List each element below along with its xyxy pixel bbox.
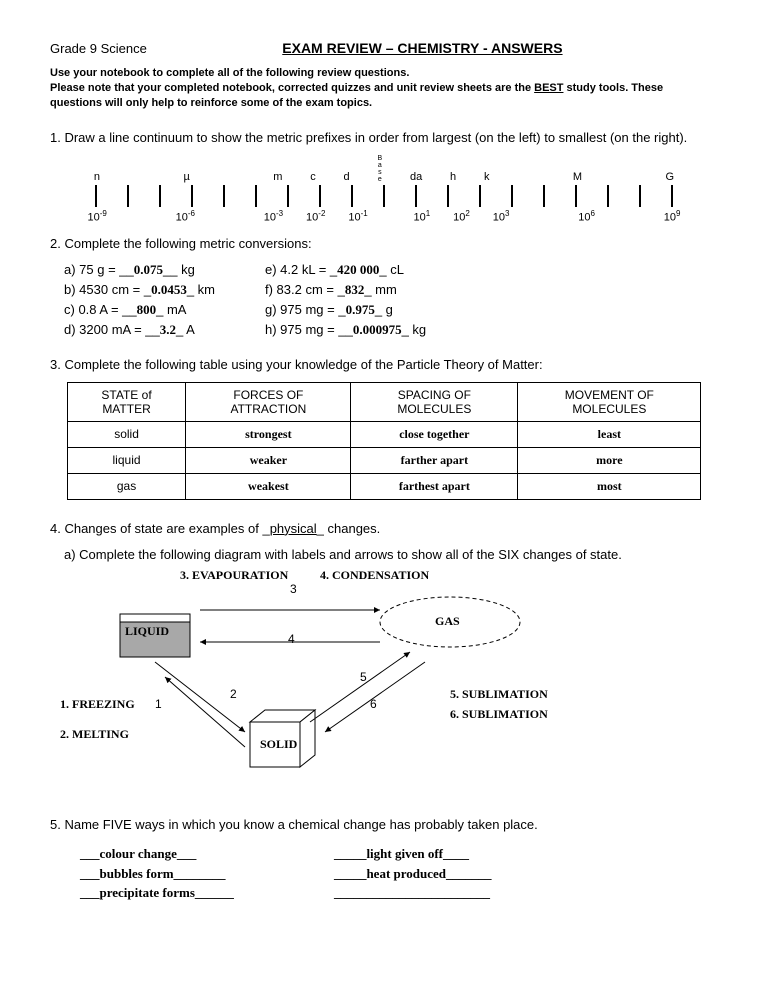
table-header: MOVEMENT OF MOLECULES: [518, 382, 701, 421]
label-solid: SOLID: [260, 737, 297, 752]
conversion-left: a) 75 g = __0.075__ kg b) 4530 cm = _0.0…: [64, 262, 215, 342]
power: 10-1: [348, 209, 367, 224]
conversion-columns: a) 75 g = __0.075__ kg b) 4530 cm = _0.0…: [64, 262, 718, 342]
power: 109: [664, 209, 681, 224]
power: 10-6: [176, 209, 195, 224]
label-freezing: 1. FREEZING: [60, 697, 135, 712]
instructions: Use your notebook to complete all of the…: [50, 66, 718, 111]
table-row: liquid weaker farther apart more: [67, 447, 701, 473]
table-header: SPACING OF MOLECULES: [351, 382, 518, 421]
table-header: STATE of MATTER: [67, 382, 186, 421]
power: 102: [453, 209, 470, 224]
state-diagram: 3. EVAPOURATION 4. CONDENSATION 3 LIQUID…: [70, 572, 718, 782]
prefix: da: [410, 171, 422, 183]
q5-answers: ___colour change___ ___bubbles form_____…: [80, 844, 718, 903]
base-label: Base: [377, 155, 382, 183]
prefix-labels: n µ m c d Base da h k M G: [80, 155, 688, 183]
question-1: 1. Draw a line continuum to show the met…: [50, 129, 718, 147]
label-liquid: LIQUID: [125, 624, 169, 639]
prefix: h: [450, 171, 456, 183]
diagram-svg: [70, 572, 670, 782]
label-sub5: 5. SUBLIMATION: [450, 687, 548, 702]
question-5: 5. Name FIVE ways in which you know a ch…: [50, 816, 718, 834]
power: 10-9: [87, 209, 106, 224]
q5-left: ___colour change___ ___bubbles form_____…: [80, 844, 234, 903]
question-2: 2. Complete the following metric convers…: [50, 235, 718, 253]
power: 10-2: [306, 209, 325, 224]
question-4: 4. Changes of state are examples of _phy…: [50, 520, 718, 538]
q4-answer: physical: [270, 521, 317, 536]
power: 10-3: [264, 209, 283, 224]
q5-right: _____light given off____ _____heat produ…: [334, 844, 492, 903]
table-row: gas weakest farthest apart most: [67, 473, 701, 499]
prefix: n: [94, 171, 100, 183]
page-title: EXAM REVIEW – CHEMISTRY - ANSWERS: [187, 40, 658, 56]
conversion-right: e) 4.2 kL = _420 000_ cL f) 83.2 cm = _8…: [265, 262, 426, 342]
prefix: k: [484, 171, 490, 183]
matter-table: STATE of MATTER FORCES OF ATTRACTION SPA…: [67, 382, 702, 500]
power: 101: [414, 209, 431, 224]
label-melting: 2. MELTING: [60, 727, 129, 742]
prefix: c: [310, 171, 316, 183]
power: 106: [578, 209, 595, 224]
num-6: 6: [370, 697, 377, 711]
table-row: solid strongest close together least: [67, 421, 701, 447]
label-sub6: 6. SUBLIMATION: [450, 707, 548, 722]
course-label: Grade 9 Science: [50, 41, 147, 56]
prefix: M: [573, 171, 582, 183]
table-header: FORCES OF ATTRACTION: [186, 382, 351, 421]
power: 103: [493, 209, 510, 224]
tick-marks: [80, 185, 688, 207]
prefix: d: [344, 171, 350, 183]
num-4: 4: [288, 632, 295, 646]
header: Grade 9 Science EXAM REVIEW – CHEMISTRY …: [50, 40, 718, 56]
question-3: 3. Complete the following table using yo…: [50, 356, 718, 374]
num-5: 5: [360, 670, 367, 684]
label-gas: GAS: [435, 614, 460, 629]
prefix: G: [666, 171, 675, 183]
prefix: µ: [183, 171, 189, 183]
num-1: 1: [155, 697, 162, 711]
power-labels: 10-9 10-6 10-3 10-2 10-1 101 102 103 106…: [76, 209, 692, 224]
prefix: m: [273, 171, 282, 183]
num-2: 2: [230, 687, 237, 701]
question-4a: a) Complete the following diagram with l…: [64, 546, 718, 564]
